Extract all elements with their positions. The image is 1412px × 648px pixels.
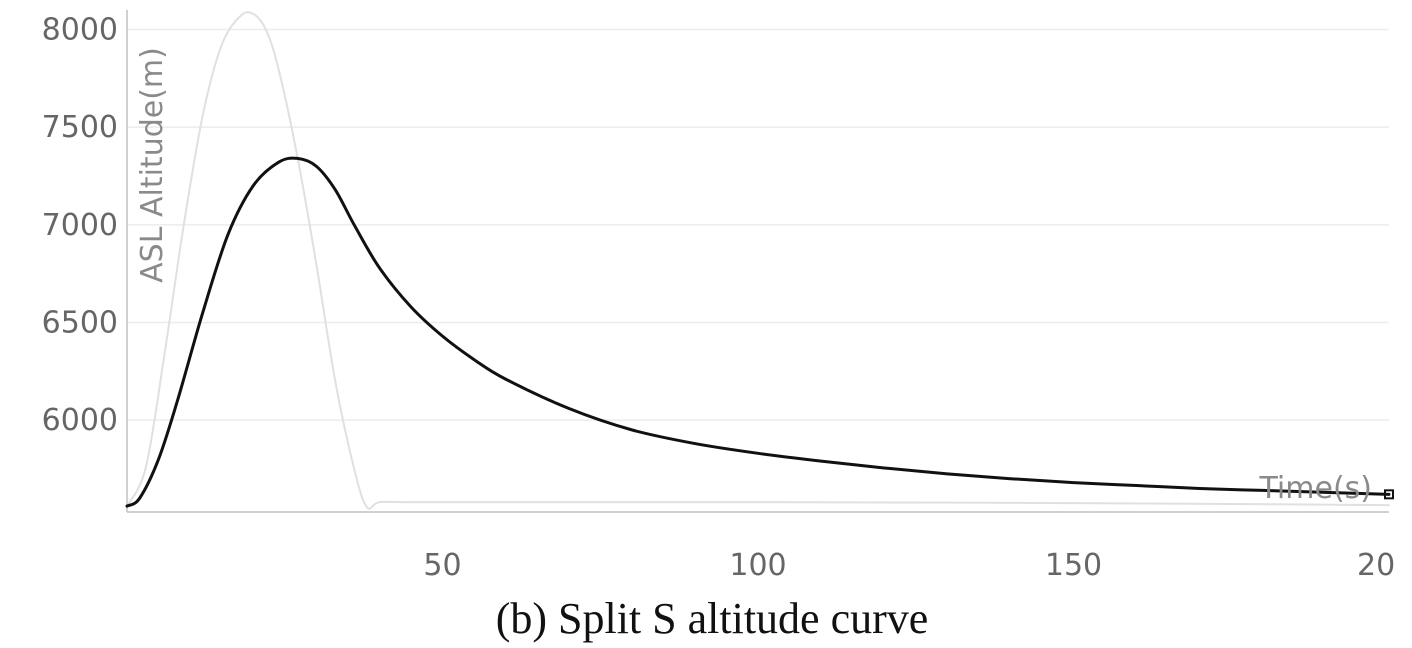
series-line-background xyxy=(126,11,1390,510)
x-tick-label: 50 xyxy=(423,548,461,583)
series-end-marker xyxy=(1384,489,1394,500)
x-tick-label: 20 xyxy=(1357,548,1395,583)
y-tick-label: 8000 xyxy=(42,13,118,48)
tick-labels: 6000 6500 7000 7500 8000 50 100 150 20 xyxy=(42,13,1396,583)
y-tick-label: 6500 xyxy=(42,305,118,340)
x-tick-label: 100 xyxy=(729,548,786,583)
grid-lines xyxy=(127,28,1389,421)
y-tick-label: 7500 xyxy=(42,110,118,145)
y-axis-title: ASL Altitude(m) xyxy=(135,47,170,283)
y-tick-label: 7000 xyxy=(42,208,118,243)
x-tick-label: 150 xyxy=(1045,548,1102,583)
series-layer xyxy=(125,11,1394,510)
x-axis-title: Time(s) xyxy=(1259,471,1372,506)
figure-caption: (b) Split S altitude curve xyxy=(496,594,929,643)
axes xyxy=(126,10,1389,513)
y-tick-label: 6000 xyxy=(42,403,118,438)
series-line-altitude xyxy=(125,156,1391,508)
